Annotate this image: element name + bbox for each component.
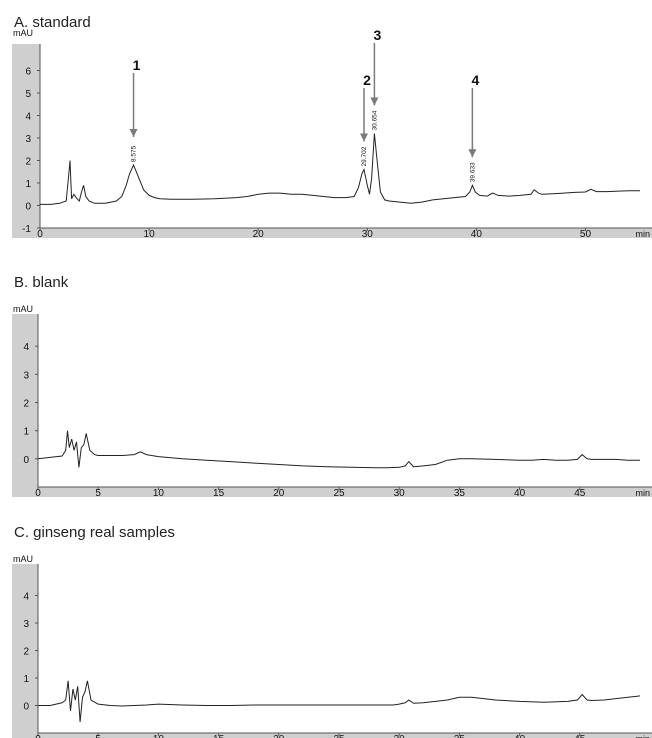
- y-unit-label: mAU: [13, 554, 33, 564]
- y-tick-label: 0: [25, 202, 31, 213]
- y-axis-band: [12, 564, 38, 733]
- y-tick-label: 3: [25, 134, 31, 145]
- y-tick-label: 2: [23, 647, 29, 658]
- peak-retention-label: 39.633: [469, 162, 476, 182]
- x-axis-band: [12, 733, 652, 738]
- x-tick-label: 0: [37, 229, 43, 240]
- x-tick-label: 10: [144, 229, 156, 240]
- y-axis-band: [12, 44, 40, 228]
- x-tick-label: 30: [394, 734, 406, 738]
- x-tick-label: 10: [153, 488, 165, 499]
- peak-retention-label: 30.654: [371, 110, 378, 130]
- x-tick-label: 45: [574, 734, 586, 738]
- y-tick-label: 0: [23, 702, 29, 713]
- x-tick-label: 40: [514, 488, 526, 499]
- peak-arrow-head: [370, 97, 379, 106]
- y-unit-label: mAU: [13, 28, 33, 38]
- y-tick-label: 6: [25, 67, 31, 78]
- panel-title-a: A. standard: [14, 14, 91, 31]
- x-axis-band: [12, 487, 652, 497]
- y-tick-label: 3: [23, 370, 29, 381]
- series-line-0: [38, 680, 641, 723]
- x-tick-label: 40: [514, 734, 526, 738]
- x-unit-label: min: [635, 734, 650, 738]
- y-tick-label: 5: [25, 89, 31, 100]
- y-tick-label: 0: [23, 455, 29, 466]
- x-tick-label: 35: [454, 488, 466, 499]
- x-tick-label: 30: [362, 229, 374, 240]
- x-tick-label: 30: [394, 488, 406, 499]
- x-axis-band: [12, 228, 652, 238]
- peak-arrow-head: [129, 129, 138, 137]
- y-tick-label: 2: [25, 157, 31, 168]
- y-tick-label: 3: [23, 619, 29, 630]
- peak-number-label: 3: [374, 27, 382, 43]
- peak-retention-label: 8.575: [131, 145, 138, 162]
- x-tick-label: 40: [471, 229, 483, 240]
- x-tick-label: 50: [580, 229, 592, 240]
- peak-retention-label: 29.702: [361, 146, 368, 166]
- y-tick-label: 4: [23, 342, 29, 353]
- peak-arrow-head: [468, 149, 477, 158]
- x-tick-label: 5: [95, 734, 101, 738]
- x-tick-label: 10: [153, 734, 165, 738]
- x-tick-label: 0: [35, 488, 41, 499]
- y-tick-label: -1: [22, 224, 31, 235]
- y-tick-label: 4: [23, 592, 29, 603]
- panel-title-b: B. blank: [14, 274, 69, 291]
- x-tick-label: 20: [253, 229, 265, 240]
- y-tick-label: 2: [23, 399, 29, 410]
- x-tick-label: 25: [333, 734, 345, 738]
- y-tick-label: 4: [25, 112, 31, 123]
- peak-number-label: 1: [133, 57, 141, 73]
- x-tick-label: 25: [333, 488, 345, 499]
- x-tick-label: 15: [213, 488, 225, 499]
- x-tick-label: 0: [35, 734, 41, 738]
- series-line-0: [37, 430, 640, 469]
- chart-panel-0: mAU -1 0 1 2 3 4 5 6 0 10 20 30 40 50 min 1 8.575 2 29.702 3…: [12, 27, 652, 240]
- x-tick-label: 20: [273, 488, 285, 499]
- y-unit-label: mAU: [13, 304, 33, 314]
- y-tick-label: 1: [23, 674, 29, 685]
- series-line-0: [40, 133, 640, 205]
- panel-title-c: C. ginseng real samples: [14, 524, 175, 541]
- x-tick-label: 35: [454, 734, 466, 738]
- peak-number-label: 4: [471, 72, 479, 88]
- y-tick-label: 1: [25, 179, 31, 190]
- x-tick-label: 45: [574, 488, 586, 499]
- y-axis-band: [12, 314, 38, 487]
- x-unit-label: min: [635, 229, 650, 239]
- peak-arrow-head: [360, 133, 369, 142]
- x-tick-label: 5: [95, 488, 101, 499]
- peak-number-label: 2: [363, 72, 371, 88]
- x-tick-label: 20: [273, 734, 285, 738]
- y-tick-label: 1: [23, 427, 29, 438]
- x-tick-label: 15: [213, 734, 225, 738]
- x-unit-label: min: [635, 488, 650, 498]
